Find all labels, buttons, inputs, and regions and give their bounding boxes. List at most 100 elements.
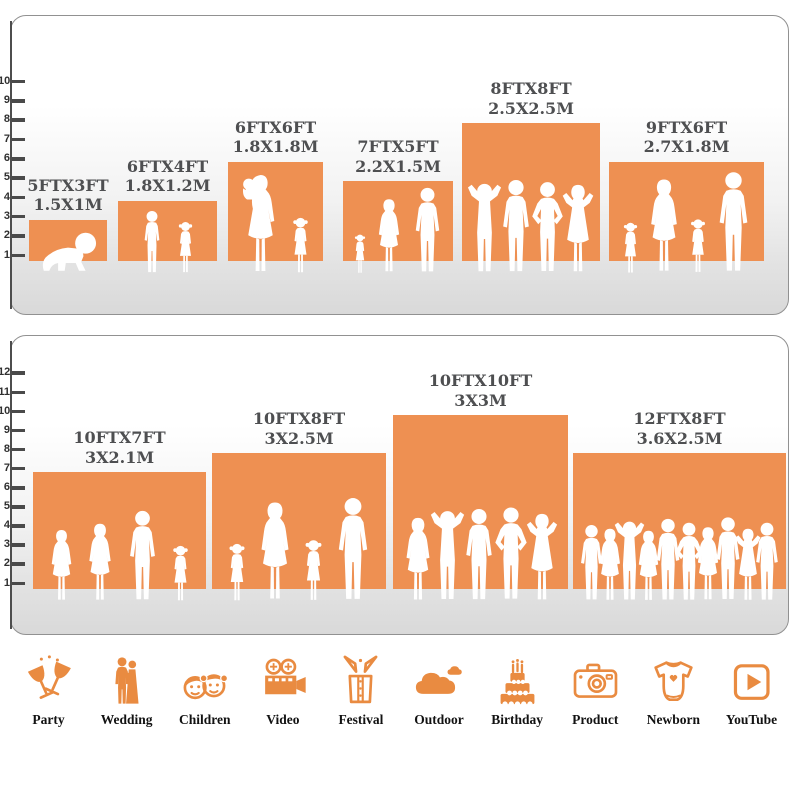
backdrop-rect bbox=[118, 200, 217, 261]
ruler-tick: 7 bbox=[4, 133, 25, 145]
category-item: Party bbox=[20, 652, 77, 728]
category-item: Birthday bbox=[489, 652, 546, 728]
ruler-number: 10 bbox=[0, 404, 11, 417]
size-label-m: 1.8X1.2M bbox=[124, 176, 211, 196]
backdrop-size-label: 12FTX8FT 3.6X2.5M bbox=[633, 409, 725, 448]
person-silhouette bbox=[600, 528, 620, 600]
person-silhouette bbox=[173, 545, 188, 601]
ruler-number: 2 bbox=[3, 229, 10, 242]
size-label-ft: 12FTX8FT bbox=[633, 409, 726, 429]
party-icon bbox=[27, 655, 71, 699]
size-label-m: 1.8X1.8M bbox=[232, 137, 319, 157]
birthday-icon bbox=[500, 659, 535, 707]
ruler-tick: 8 bbox=[4, 443, 25, 455]
ruler-number: 5 bbox=[3, 171, 10, 184]
ruler-number: 8 bbox=[3, 113, 10, 126]
ruler-number: 9 bbox=[3, 94, 10, 107]
category-item: Outdoor bbox=[411, 652, 468, 728]
person-silhouette bbox=[89, 523, 111, 600]
backdrop-size-label: 10FTX8FT 3X2.5M bbox=[253, 409, 345, 448]
backdrop-size-label: 6FTX4FT 1.8X1.2M bbox=[125, 157, 211, 196]
person-silhouette bbox=[229, 543, 244, 601]
category-label: Wedding bbox=[100, 712, 153, 727]
category-label: Outdoor bbox=[414, 712, 464, 727]
baby-silhouette bbox=[42, 232, 97, 271]
person-silhouette bbox=[562, 184, 594, 271]
size-label-m: 3X3M bbox=[454, 390, 507, 410]
youtube-icon bbox=[733, 664, 770, 700]
category-item: Newborn bbox=[645, 652, 702, 728]
person-silhouette bbox=[466, 508, 492, 600]
person-silhouette bbox=[354, 234, 365, 273]
category-label: YouTube bbox=[725, 712, 778, 727]
ruler-number: 9 bbox=[3, 423, 10, 436]
size-label-ft: 6FTX6FT bbox=[234, 117, 317, 137]
size-label-m: 2.5X2.5M bbox=[488, 98, 574, 118]
ruler-spine bbox=[10, 21, 12, 309]
person-silhouette bbox=[735, 528, 761, 600]
category-label: Party bbox=[32, 712, 65, 727]
category-row: Party Wedding Children Video Festival Outdoor… bbox=[20, 652, 780, 728]
silhouette-group bbox=[561, 516, 798, 602]
festival-icon bbox=[344, 655, 378, 704]
ruler-tick: 1 bbox=[4, 577, 25, 589]
size-label-m: 2.7X1.8M bbox=[643, 137, 730, 157]
newborn-icon bbox=[654, 661, 693, 701]
ruler-tick: 7 bbox=[4, 462, 25, 474]
ruler-tick: 12 bbox=[0, 366, 25, 378]
category-item: Video bbox=[254, 652, 311, 728]
person-silhouette bbox=[378, 198, 399, 271]
silhouette-group bbox=[200, 497, 398, 602]
person-silhouette bbox=[144, 210, 160, 272]
wedding-icon bbox=[115, 657, 139, 704]
person-silhouette bbox=[526, 513, 558, 600]
ruler-number: 12 bbox=[0, 366, 11, 379]
category-label: Product bbox=[572, 712, 619, 727]
ruler-tick: 8 bbox=[4, 113, 25, 125]
ruler-tick: 11 bbox=[0, 386, 25, 398]
person-silhouette bbox=[495, 507, 527, 599]
ruler-spine bbox=[10, 341, 12, 629]
ruler-number: 6 bbox=[3, 152, 10, 164]
person-silhouette bbox=[406, 517, 430, 600]
size-label-m: 3X2.1M bbox=[84, 447, 155, 467]
backdrop-size-label: 9FTX6FT 2.7X1.8M bbox=[644, 118, 730, 157]
ruler-tick: 3 bbox=[4, 210, 25, 222]
size-label-ft: 10FTX8FT bbox=[252, 409, 346, 429]
silhouette-group bbox=[381, 506, 580, 602]
category-item: Product bbox=[567, 652, 624, 728]
ruler-number: 11 bbox=[0, 385, 10, 398]
backdrop-size-label: 8FTX8FT 2.5X2.5M bbox=[488, 79, 574, 118]
silhouette-group bbox=[216, 172, 335, 274]
product-icon bbox=[573, 663, 618, 698]
backdrop-size-label: 10FTX7FT 3X2.1M bbox=[73, 428, 165, 467]
size-label-m: 3.6X2.5M bbox=[636, 428, 723, 448]
size-label-ft: 7FTX5FT bbox=[357, 137, 439, 157]
person-silhouette bbox=[697, 527, 719, 600]
size-label-ft: 10FTX10FT bbox=[428, 371, 533, 391]
person-silhouette bbox=[532, 181, 563, 271]
video-icon bbox=[265, 658, 306, 695]
ruler-tick: 6 bbox=[4, 152, 25, 164]
ruler-tick: 1 bbox=[4, 249, 25, 261]
person-silhouette bbox=[242, 174, 274, 271]
silhouette-group bbox=[17, 230, 119, 274]
category-item: Children bbox=[176, 652, 233, 728]
person-silhouette bbox=[305, 540, 321, 600]
person-silhouette bbox=[650, 178, 677, 271]
backdrop-rect bbox=[228, 162, 323, 261]
ruler-tick: 2 bbox=[4, 229, 25, 241]
person-silhouette bbox=[638, 530, 659, 600]
ruler-tick: 9 bbox=[4, 424, 25, 436]
ruler-tick: 5 bbox=[4, 171, 25, 183]
category-label: Birthday bbox=[491, 712, 544, 727]
size-label-m: 3X2.5M bbox=[264, 428, 334, 448]
person-silhouette bbox=[716, 517, 740, 599]
person-silhouette bbox=[503, 179, 529, 271]
size-label-ft: 8FTX8FT bbox=[490, 79, 572, 99]
person-silhouette bbox=[130, 510, 155, 600]
size-label-ft: 10FTX7FT bbox=[73, 428, 166, 448]
ruler-tick: 4 bbox=[4, 191, 25, 203]
backdrop-size-label: 6FTX6FT 1.8X1.8M bbox=[233, 118, 319, 157]
ruler-number: 2 bbox=[3, 557, 10, 570]
